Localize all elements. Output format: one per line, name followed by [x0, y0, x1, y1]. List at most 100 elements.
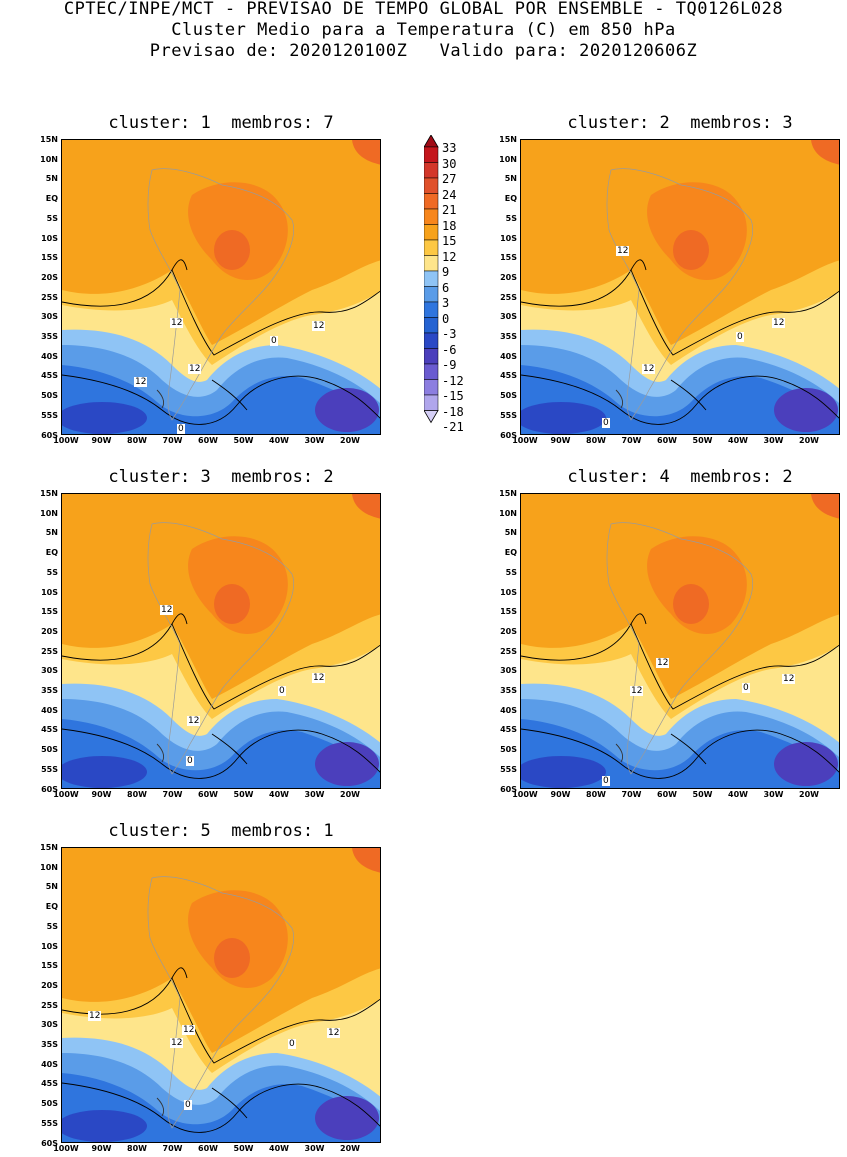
colorbar-swatch: [423, 177, 439, 194]
lat-label: 25S: [500, 292, 517, 302]
lat-label: 10S: [41, 233, 58, 243]
colorbar-label: 9: [442, 265, 450, 279]
lon-label: 80W: [586, 436, 606, 445]
lon-label: 100W: [53, 436, 79, 445]
lat-label: 40S: [41, 705, 58, 715]
lat-label: 55S: [41, 1118, 58, 1128]
field-cold-core-east: [315, 1096, 379, 1140]
map-panel-2: [520, 139, 840, 435]
contour-line: [171, 259, 188, 271]
contour-line: [211, 379, 248, 411]
lat-label: 40S: [500, 351, 517, 361]
contour-line: [62, 728, 380, 779]
colorbar-swatch: [423, 224, 439, 241]
colorbar-label: -21: [442, 420, 464, 434]
lat-label: 5N: [504, 528, 517, 538]
lat-label: 60S: [41, 430, 58, 440]
colorbar-swatch: [423, 193, 439, 210]
lon-label: 30W: [304, 436, 325, 445]
contour-line: [630, 613, 647, 625]
lat-label: 35S: [500, 332, 517, 341]
map-panel-3: [61, 493, 381, 789]
lake-outline: [156, 743, 165, 763]
lon-label: 40W: [728, 790, 748, 799]
lon-label: 80W: [127, 436, 147, 445]
lat-label: 15S: [500, 253, 517, 263]
lat-label: EQ: [45, 902, 58, 912]
colorbar-swatch: [423, 317, 439, 334]
contour-line: [630, 259, 647, 271]
lat-label: 5N: [45, 528, 58, 538]
lat-label: EQ: [45, 194, 58, 204]
contour-label: 0: [602, 418, 610, 428]
lat-label: 20S: [500, 272, 517, 282]
contour-line: [62, 622, 380, 710]
lon-label: 60W: [657, 436, 677, 445]
contour-label: 0: [177, 424, 185, 434]
lat-label: 30S: [500, 312, 517, 322]
contour-line: [670, 379, 707, 411]
lat-label: 50S: [500, 391, 517, 401]
lon-label: 100W: [53, 1144, 79, 1153]
lat-label: 35S: [41, 332, 58, 341]
lat-label: 35S: [500, 686, 517, 695]
contour-label: 12: [616, 246, 630, 256]
lon-label: 60W: [198, 1144, 218, 1153]
contour-label: 12: [630, 686, 644, 696]
lon-label: 30W: [763, 790, 784, 799]
contour-label: 0: [736, 332, 744, 342]
lat-label: 15N: [40, 843, 58, 852]
lon-label: 100W: [512, 436, 538, 445]
lon-label: 20W: [340, 436, 360, 445]
colorbar-swatch: [423, 363, 439, 380]
lon-label: 90W: [91, 790, 112, 799]
lat-label: 30S: [41, 1020, 58, 1030]
colorbar-label: -3: [442, 327, 457, 341]
contour-label: 0: [278, 686, 286, 696]
lat-label: 40S: [500, 705, 517, 715]
lat-label: 45S: [500, 371, 517, 381]
lon-label: 30W: [763, 436, 784, 445]
colorbar-label: -6: [442, 342, 457, 357]
lon-label: 50W: [233, 436, 254, 445]
lon-label: 60W: [198, 436, 218, 445]
field-cold-core-west: [62, 756, 147, 788]
map-panel-4: [520, 493, 840, 789]
contour-label: 12: [187, 716, 201, 726]
panel-title-5: cluster: 5 membros: 1: [108, 821, 334, 841]
field-cold-core-west: [521, 756, 606, 788]
colorbar-label: -15: [442, 389, 464, 403]
lon-label: 40W: [269, 790, 289, 799]
colorbar-label: -9: [442, 358, 457, 372]
lat-label: 20S: [41, 626, 58, 636]
contour-label: 0: [186, 756, 194, 766]
lat-label: 5N: [504, 174, 517, 184]
lat-label: 15S: [41, 607, 58, 617]
lon-label: 40W: [728, 436, 748, 445]
coastline: [147, 522, 294, 775]
map-panel-1: [61, 139, 381, 435]
lon-label: 60W: [657, 790, 677, 799]
lat-label: 5S: [46, 213, 58, 223]
lat-label: 60S: [500, 784, 517, 794]
lon-label: 30W: [304, 1144, 325, 1153]
lat-label: 50S: [41, 745, 58, 755]
lat-label: 30S: [500, 666, 517, 676]
contour-label: 12: [134, 377, 148, 387]
lake-outline: [156, 1097, 165, 1117]
lat-label: 35S: [41, 1040, 58, 1049]
lat-label: 10N: [40, 154, 58, 164]
lat-label: 10N: [40, 508, 58, 518]
lat-label: 15N: [499, 489, 517, 498]
lat-label: 15S: [41, 961, 58, 971]
colorbar-label: 12: [442, 249, 457, 264]
lon-label: 50W: [692, 436, 713, 445]
field-cold-core-west: [521, 402, 606, 434]
contour-line: [62, 374, 380, 425]
lat-label: 5S: [46, 921, 58, 931]
contour-label: 0: [602, 776, 610, 786]
map-panel-5: [61, 847, 381, 1143]
lat-label: 55S: [500, 410, 517, 420]
lon-label: 50W: [692, 790, 713, 799]
lon-label: 50W: [233, 790, 254, 799]
